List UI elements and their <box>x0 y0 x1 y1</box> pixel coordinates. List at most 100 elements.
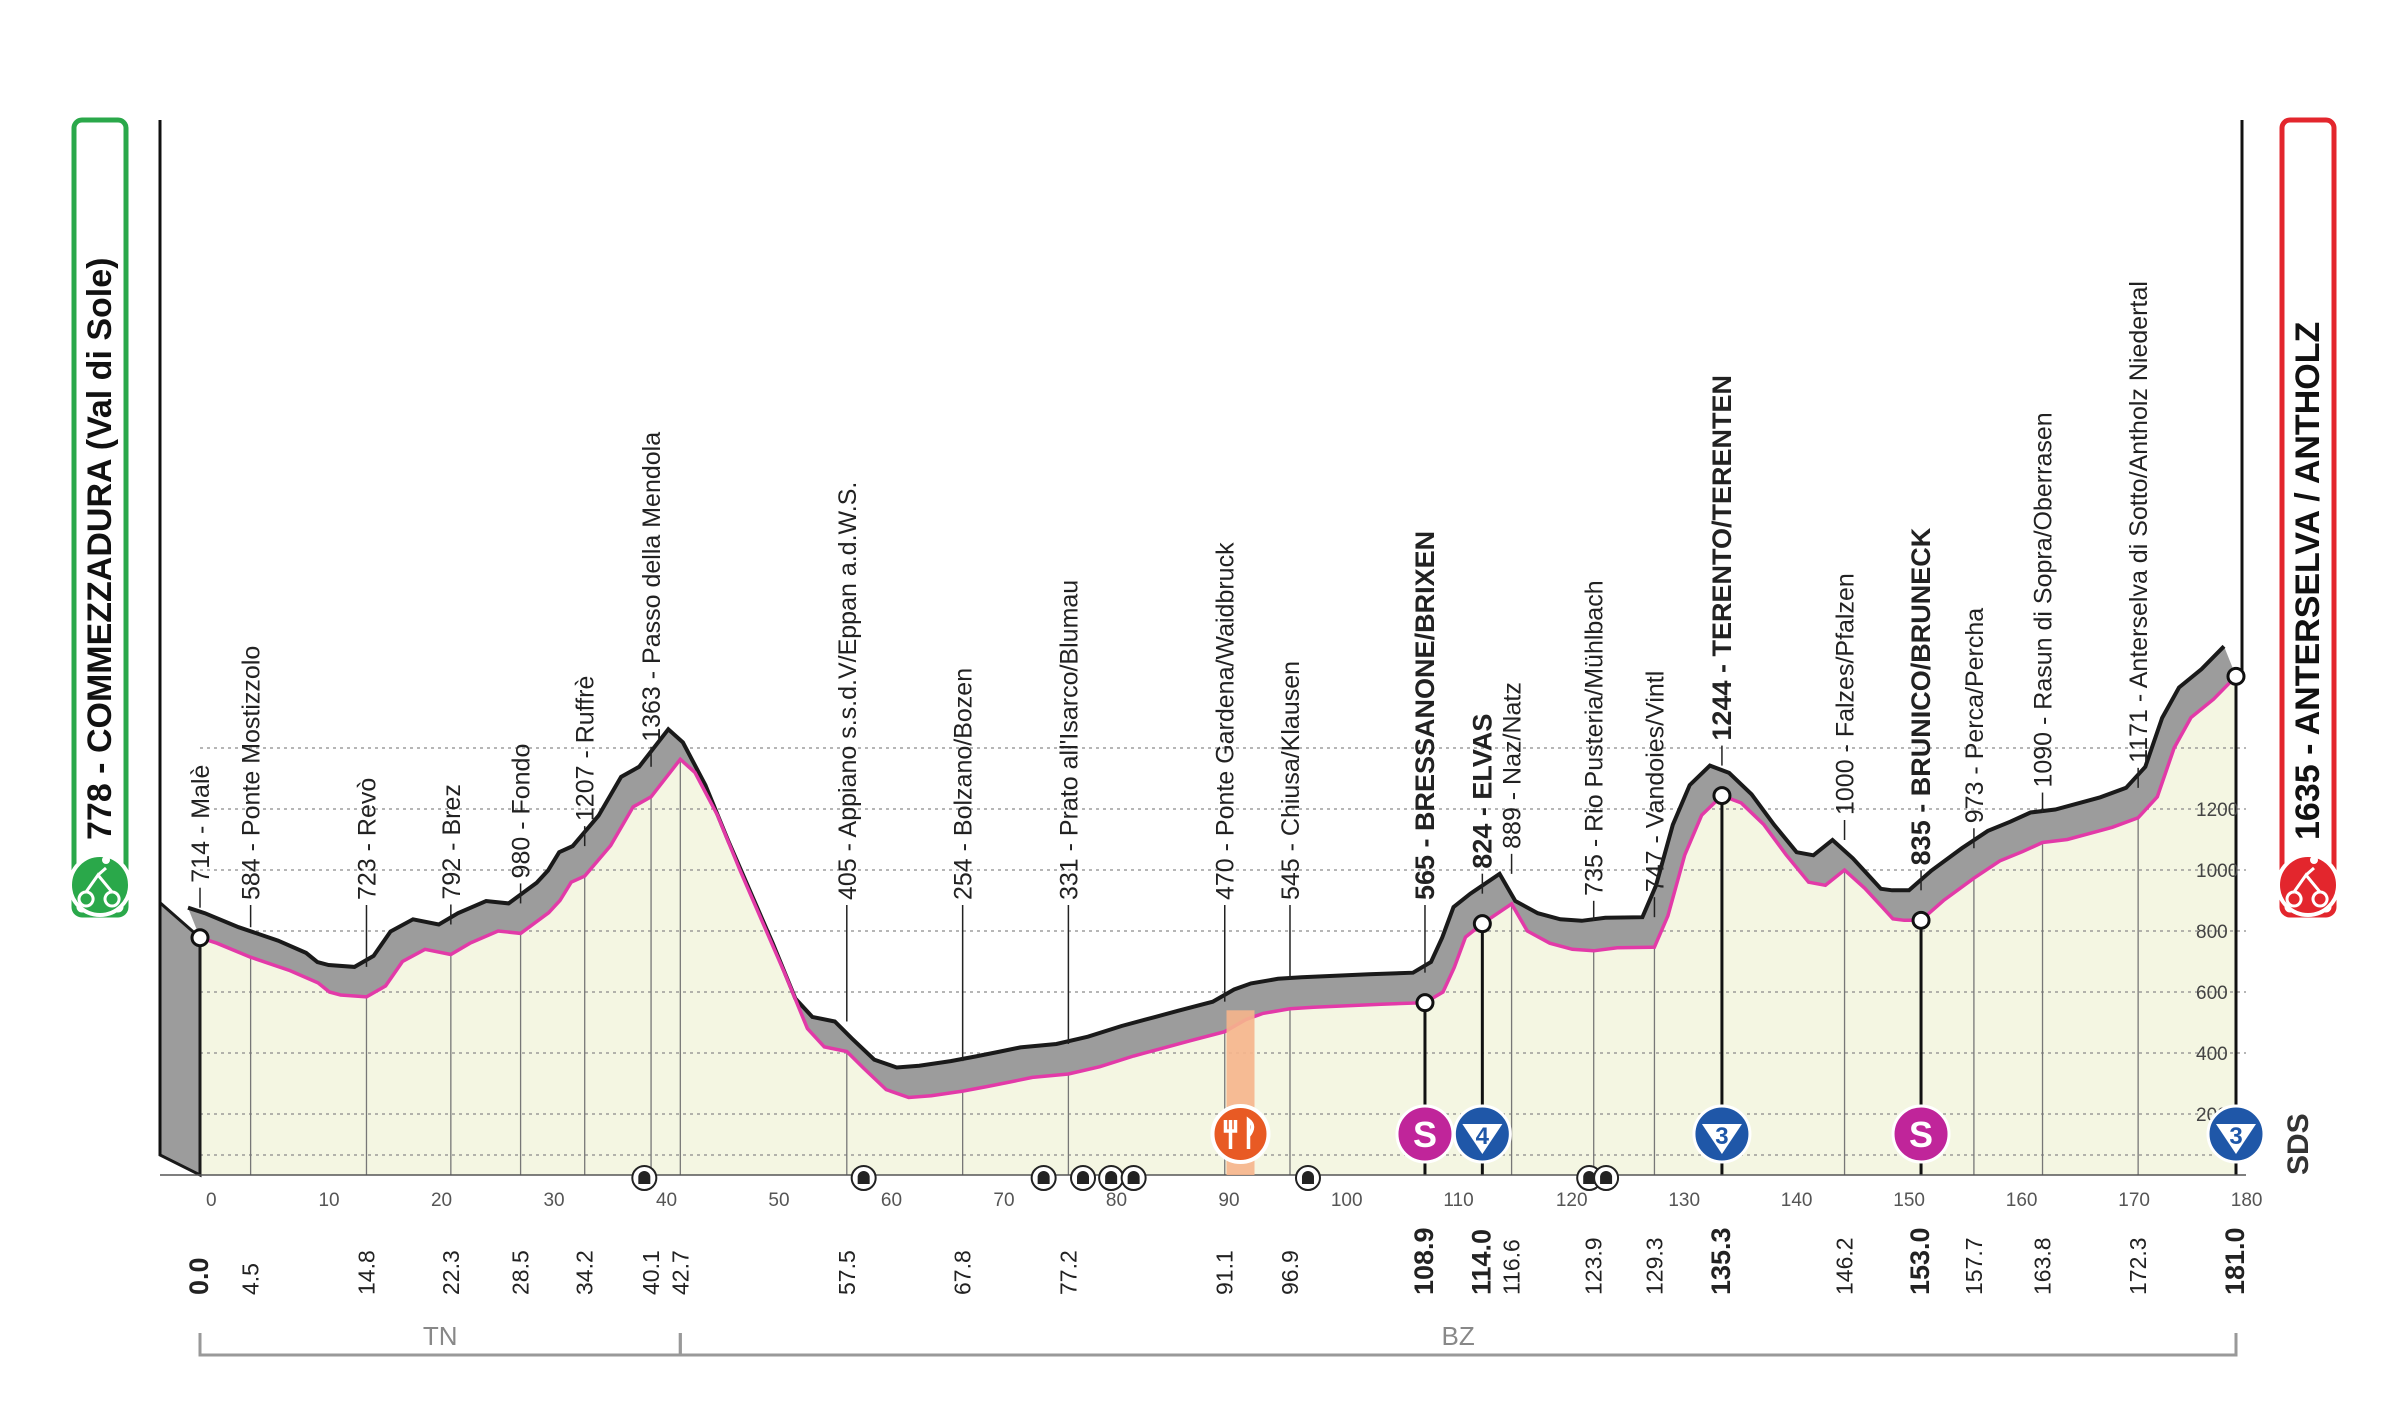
kom-triangle-icon <box>2216 1124 2256 1154</box>
x-tick-label: 170 <box>2118 1190 2150 1211</box>
rider-head <box>2310 856 2318 864</box>
waypoint-km-label: 157.7 <box>1961 1237 1987 1295</box>
fork-knife-icon <box>1223 1116 1255 1149</box>
waypoint-name-label: 1244 - TERENTO/TERENTEN <box>1707 375 1737 741</box>
rider-head <box>102 856 110 864</box>
x-tick-label: 70 <box>993 1190 1014 1211</box>
profile-point <box>1911 910 1931 930</box>
waypoint-km-label: 172.3 <box>2125 1237 2151 1295</box>
waypoint-km-label: 40.1 <box>638 1250 664 1295</box>
waypoint-km-label: 22.3 <box>438 1250 464 1295</box>
x-tick-label: 130 <box>1668 1190 1700 1211</box>
tunnel-icon-arch <box>1301 1171 1314 1184</box>
waypoint-name-label: 889 - Naz/Natz <box>1499 682 1527 849</box>
profile-point <box>1472 914 1492 934</box>
waypoint-name-label: 792 - Brez <box>438 784 466 899</box>
profile-point <box>190 928 210 948</box>
x-tick-label: 60 <box>881 1190 902 1211</box>
start-badge: 778 - COMMEZZADURA (Val di Sole) <box>68 117 132 918</box>
waypoint-km-label: 123.9 <box>1581 1237 1607 1295</box>
waypoint-km-label: 42.7 <box>667 1250 693 1295</box>
tunnel-icon-arch <box>1037 1171 1050 1184</box>
x-tick-label: 110 <box>1443 1190 1473 1211</box>
waypoint-km-label: 135.3 <box>1706 1227 1736 1295</box>
x-tick-label: 30 <box>543 1190 564 1211</box>
region-brackets: TN BZ <box>198 1321 2238 1357</box>
waypoint-km-label: 108.9 <box>1409 1227 1439 1295</box>
waypoint-km-label: 0.0 <box>184 1257 214 1295</box>
waypoint-km-label: 14.8 <box>353 1250 379 1295</box>
x-tick-label: 80 <box>1106 1190 1127 1211</box>
finish-badge: 1635 - ANTERSELVA / ANTHOLZ <box>2276 117 2340 918</box>
x-tick-label: 180 <box>2231 1190 2263 1211</box>
x-tick-label: 20 <box>431 1190 452 1211</box>
waypoint-name-label: 824 - ELVAS <box>1467 714 1497 869</box>
x-tick-label: 40 <box>656 1190 677 1211</box>
waypoint-name-label: 254 - Bolzano/Bozen <box>950 668 978 900</box>
tunnel-icon-arch <box>1583 1171 1596 1184</box>
tunnel-icon-arch <box>1077 1171 1090 1184</box>
y-tick-label: 400 <box>2196 1044 2228 1065</box>
waypoint-name-label: 470 - Ponte Gardena/Waidbruck <box>1212 542 1240 900</box>
profile-ribbon <box>188 646 2236 1098</box>
waypoint-name-label: 1363 - Passo della Mendola <box>638 432 666 742</box>
y-tick-label: 1000 <box>2196 861 2238 882</box>
waypoint-km-label: 163.8 <box>2030 1237 2056 1295</box>
waypoint-km-label: 114.0 <box>1466 1229 1496 1295</box>
waypoint-name-label: 1000 - Falzes/Pfalzen <box>1832 573 1860 815</box>
region-bracket <box>678 1333 2238 1357</box>
waypoint-km-label: 146.2 <box>1832 1237 1858 1295</box>
y-tick-label: 600 <box>2196 983 2228 1004</box>
waypoint-name-label: 584 - Ponte Mostizzolo <box>238 646 266 900</box>
tunnel-icon-arch <box>638 1171 651 1184</box>
cyclist-icon <box>68 853 132 917</box>
waypoint-km-label: 67.8 <box>950 1250 976 1295</box>
region-label: TN <box>423 1321 458 1351</box>
x-tick-label: 90 <box>1218 1190 1239 1211</box>
tunnel-icon-arch <box>1127 1171 1140 1184</box>
waypoint-name-label: 1207 - Ruffrè <box>572 676 600 821</box>
waypoint-km-label: 96.9 <box>1277 1250 1303 1295</box>
profile-point <box>1712 786 1732 806</box>
profile-road-line <box>199 675 2238 1100</box>
bike-shape <box>2285 866 2329 908</box>
waypoint-km-label: 153.0 <box>1905 1227 1935 1295</box>
x-tick-label: 50 <box>768 1190 789 1211</box>
waypoint-name-label: 747 - Vandoies/Vintl <box>1641 671 1669 892</box>
x-tick-label: 160 <box>2006 1190 2038 1211</box>
y-tick-label: 800 <box>2196 922 2228 943</box>
waypoint-name-label: 331 - Prato all'Isarco/Blumau <box>1055 580 1083 900</box>
waypoint-name-label: 545 - Chiusa/Klausen <box>1277 661 1305 900</box>
waypoint-km-label: 4.5 <box>238 1263 264 1295</box>
waypoint-name-label: 405 - Appiano s.s.d.V/Eppan a.d.W.S. <box>834 482 862 900</box>
event-markers: S 4 3 S 3 <box>1210 1010 2266 1175</box>
waypoint-name-label: 735 - Rio Pusteria/Mühlbach <box>1581 580 1609 895</box>
waypoint-km-label: 116.6 <box>1499 1239 1525 1295</box>
waypoint-name-label: 723 - Revò <box>353 778 381 900</box>
sprint-label: S <box>1413 1114 1437 1155</box>
waypoint-name-label: 980 - Fondo <box>508 744 536 879</box>
waypoint-km-labels: 0.0 4.5 14.8 22.3 28.5 34.2 40.1 42.7 57.5 67.8 77… <box>184 1227 2250 1295</box>
waypoint-km-label: 34.2 <box>572 1250 598 1295</box>
waypoint-name-label: 973 - Perca/Percha <box>1961 608 1989 823</box>
tunnel-icon-arch <box>1105 1171 1118 1184</box>
start-location-label: 778 - COMMEZZADURA (Val di Sole) <box>81 258 119 840</box>
profile-ridge-line <box>187 644 2226 1070</box>
tunnel-markers <box>631 1165 1620 1191</box>
region-label: BZ <box>1442 1321 1475 1351</box>
sds-logo: SDS <box>2282 1113 2315 1175</box>
waypoint-km-label: 129.3 <box>1641 1237 1667 1295</box>
tunnel-icon-arch <box>1600 1171 1613 1184</box>
kom-triangle-icon <box>1701 1124 1742 1154</box>
profile-point <box>1415 993 1435 1013</box>
cyclist-icon <box>2276 853 2340 917</box>
waypoint-name-labels: 714 - Malè 584 - Ponte Mostizzolo 723 - Re… <box>187 281 2153 1062</box>
profile-point <box>2226 666 2246 686</box>
waypoint-name-label: 565 - BRESSANONE/BRIXEN <box>1410 531 1440 900</box>
waypoint-name-label: 1171 - Anterselva di Sotto/Antholz Niede… <box>2125 281 2153 763</box>
finish-location-label: 1635 - ANTERSELVA / ANTHOLZ <box>2289 322 2327 840</box>
x-tick-label: 140 <box>1781 1190 1813 1211</box>
waypoint-km-label: 181.0 <box>2220 1227 2250 1295</box>
